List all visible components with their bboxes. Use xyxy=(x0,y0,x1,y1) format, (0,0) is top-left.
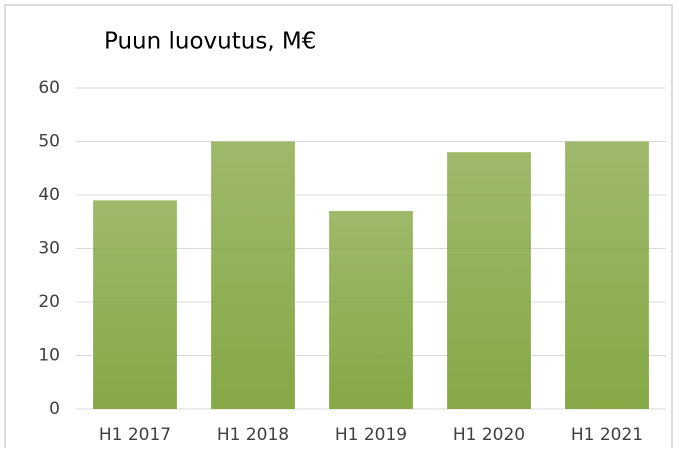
x-tick-label: H1 2018 xyxy=(217,425,289,445)
bar xyxy=(565,141,649,409)
y-tick-label: 60 xyxy=(38,78,60,98)
bar xyxy=(329,211,413,409)
y-tick-label: 0 xyxy=(49,399,60,419)
chart-title: Puun luovutus, M€ xyxy=(104,29,316,55)
bar xyxy=(211,141,295,409)
y-tick-label: 50 xyxy=(38,132,60,152)
y-tick-label: 10 xyxy=(38,346,60,366)
chart-frame xyxy=(4,4,673,448)
x-tick-label: H1 2020 xyxy=(453,425,525,445)
y-tick-label: 40 xyxy=(38,185,60,205)
y-tick-label: 20 xyxy=(38,292,60,312)
bar xyxy=(93,200,177,409)
x-tick-label: H1 2019 xyxy=(335,425,407,445)
y-tick-label: 30 xyxy=(38,239,60,259)
x-tick-label: H1 2021 xyxy=(571,425,643,445)
x-tick-label: H1 2017 xyxy=(99,425,171,445)
bar xyxy=(447,152,531,409)
